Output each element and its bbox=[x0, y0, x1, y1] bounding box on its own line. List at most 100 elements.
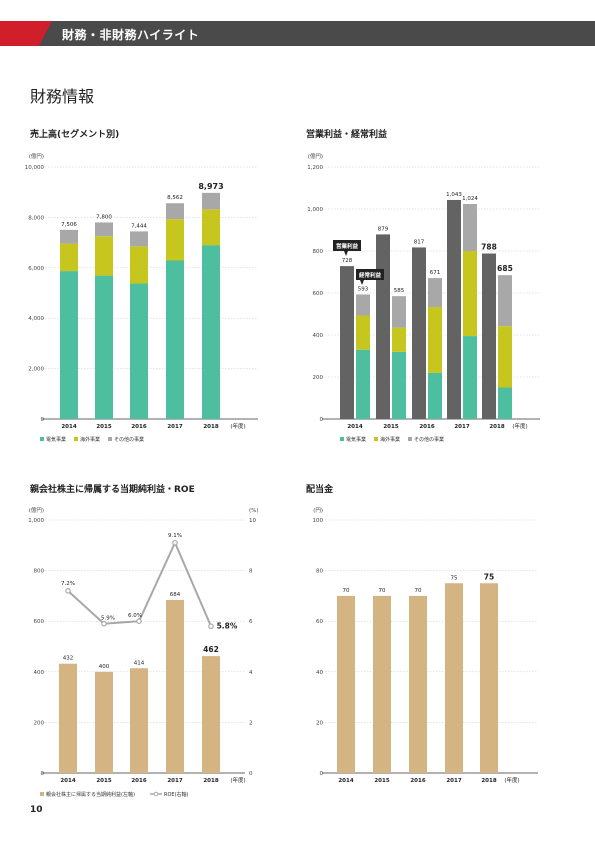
sales-ytick-label: 8,000 bbox=[28, 215, 44, 221]
netincome-ytick-label: 0 bbox=[41, 771, 45, 777]
sales-ytick-label: 10,000 bbox=[25, 165, 45, 171]
dividend-ytick-label: 60 bbox=[316, 619, 323, 625]
profit-chart: 0 200 400 600 800 1,000 1,200 (億円) 728 593 2014 879… bbox=[307, 152, 540, 443]
dividend-bar bbox=[445, 583, 463, 773]
sales-ytick-label: 6,000 bbox=[28, 266, 44, 272]
ordinary-profit-label: 585 bbox=[394, 288, 405, 294]
dividend-bar bbox=[337, 595, 355, 773]
netincome-legend-line-label: ROE(右軸) bbox=[164, 791, 189, 798]
section-title: 財務・非財務ハイライト bbox=[62, 28, 200, 42]
roe-label: 9.1% bbox=[168, 533, 182, 539]
ordinary-profit-segment bbox=[498, 387, 512, 419]
page-number: 10 bbox=[30, 805, 43, 815]
ordinary-profit-callout-pointer bbox=[360, 280, 364, 285]
sales-category-label: 2018 bbox=[203, 424, 218, 430]
profit-category-label: 2017 bbox=[454, 424, 469, 430]
sales-bar-segment bbox=[130, 283, 148, 419]
sales-bar-segment bbox=[95, 236, 113, 276]
profit-legend-label: 海外事業 bbox=[380, 436, 400, 443]
ordinary-profit-segment bbox=[428, 278, 442, 308]
profit-ytick-label: 600 bbox=[313, 291, 324, 297]
profit-chart-title: 営業利益・経常利益 bbox=[306, 130, 388, 140]
ordinary-profit-label: 671 bbox=[430, 270, 441, 276]
roe-point bbox=[65, 588, 71, 594]
dividend-ytick-label: 40 bbox=[316, 670, 323, 676]
page-heading: 財務情報 bbox=[30, 87, 95, 106]
sales-bar-segment bbox=[130, 231, 148, 247]
netincome-category-label: 2018 bbox=[203, 778, 218, 784]
net-income-bar bbox=[202, 656, 220, 773]
sales-total-label: 7,506 bbox=[61, 222, 77, 228]
sales-bar-segment bbox=[166, 203, 184, 220]
netincome-y2tick-label: 2 bbox=[249, 720, 253, 726]
netincome-ytick-label: 1,000 bbox=[28, 518, 44, 524]
profit-ytick-label: 1,000 bbox=[307, 207, 323, 213]
dividend-ytick-label: 100 bbox=[313, 518, 324, 524]
net-income-label: 400 bbox=[99, 664, 110, 670]
profit-legend-label: その他の事業 bbox=[414, 436, 444, 443]
profit-category-label: 2016 bbox=[419, 424, 434, 430]
netincome-right-unit: (%) bbox=[249, 508, 259, 514]
sales-legend-swatch bbox=[74, 437, 78, 441]
sales-x-unit: (年度) bbox=[230, 422, 245, 430]
net-income-bar bbox=[59, 663, 77, 773]
dividend-category-label: 2017 bbox=[446, 778, 461, 784]
roe-point bbox=[172, 539, 178, 546]
operating-profit-bar bbox=[482, 253, 496, 419]
profit-legend-swatch bbox=[374, 437, 378, 441]
operating-profit-callout-box bbox=[333, 240, 361, 251]
dividend-label: 70 bbox=[415, 588, 422, 594]
operating-profit-label: 879 bbox=[378, 226, 389, 232]
dividend-label: 70 bbox=[379, 588, 386, 594]
netincome-category-label: 2015 bbox=[96, 778, 111, 784]
dividend-ytick-label: 20 bbox=[316, 720, 323, 726]
operating-profit-bar bbox=[412, 247, 426, 419]
netincome-legend-bar-swatch bbox=[40, 792, 44, 796]
profit-ytick-label: 800 bbox=[313, 249, 324, 255]
profit-ytick-label: 0 bbox=[320, 417, 324, 423]
sales-unit-label: (億円) bbox=[29, 152, 44, 160]
ordinary-profit-segment bbox=[463, 203, 477, 251]
netincome-left-unit: (億円) bbox=[29, 506, 44, 514]
sales-legend-label: 海外事業 bbox=[80, 436, 100, 443]
sales-bar-segment bbox=[202, 209, 220, 246]
profit-category-label: 2018 bbox=[489, 424, 504, 430]
ordinary-profit-segment bbox=[392, 296, 406, 328]
roe-point bbox=[208, 623, 214, 630]
dividend-x-unit: (年度) bbox=[504, 776, 519, 784]
net-income-label: 684 bbox=[170, 592, 181, 598]
netincome-ytick-label: 400 bbox=[34, 670, 45, 676]
dividend-label: 75 bbox=[484, 572, 494, 581]
ordinary-profit-segment bbox=[356, 349, 370, 419]
profit-category-label: 2015 bbox=[383, 424, 398, 430]
operating-profit-label: 728 bbox=[342, 258, 353, 264]
profit-legend-swatch bbox=[340, 437, 344, 441]
netincome-x-unit: (年度) bbox=[230, 776, 245, 784]
netincome-category-label: 2017 bbox=[167, 778, 182, 784]
operating-profit-label: 1,043 bbox=[446, 192, 462, 198]
operating-profit-bar bbox=[340, 266, 354, 419]
profit-category-label: 2014 bbox=[347, 424, 362, 430]
operating-profit-bar bbox=[376, 234, 390, 419]
ordinary-profit-label: 1,024 bbox=[462, 196, 478, 202]
dividend-ytick-label: 0 bbox=[320, 771, 324, 777]
net-income-label: 462 bbox=[203, 645, 219, 654]
netincome-category-label: 2014 bbox=[60, 778, 75, 784]
sales-total-label: 8,973 bbox=[198, 182, 223, 191]
sales-legend-label: 電気事業 bbox=[46, 436, 66, 443]
ordinary-profit-segment bbox=[392, 327, 406, 352]
sales-bar-segment bbox=[130, 246, 148, 284]
dividend-bar bbox=[373, 595, 391, 773]
netincome-ytick-label: 600 bbox=[34, 619, 45, 625]
profit-x-unit: (年度) bbox=[512, 422, 527, 430]
roe-point bbox=[136, 618, 142, 625]
net-income-label: 414 bbox=[134, 660, 145, 666]
profit-unit-label: (億円) bbox=[308, 152, 323, 160]
dividend-ytick-label: 80 bbox=[316, 569, 323, 575]
sales-bar-segment bbox=[202, 245, 220, 419]
roe-label: 7.2% bbox=[61, 581, 75, 587]
dividend-unit-label: (円) bbox=[313, 507, 323, 514]
netincome-ytick-label: 200 bbox=[34, 720, 45, 726]
sales-category-label: 2016 bbox=[131, 424, 146, 430]
net-income-bar bbox=[166, 599, 184, 773]
